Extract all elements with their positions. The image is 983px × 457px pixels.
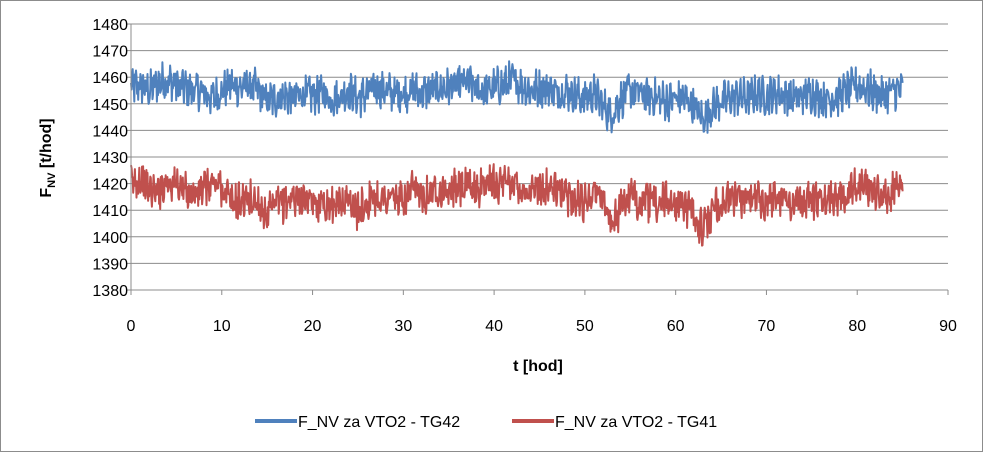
y-tick-label: 1450: [92, 97, 128, 114]
y-tick-label: 1420: [92, 177, 128, 194]
y-tick-label: 1390: [92, 256, 128, 273]
legend-label-2: F_NV za VTO2 - TG41: [555, 414, 717, 431]
legend: F_NV za VTO2 - TG42 F_NV za VTO2 - TG41: [255, 414, 717, 431]
x-tick-label: 90: [939, 318, 957, 335]
y-tick-label: 1440: [92, 123, 128, 140]
y-tick-label: 1400: [92, 230, 128, 247]
y-axis-label-main: F: [38, 188, 55, 198]
y-tick-label: 1380: [92, 283, 128, 300]
series-layer: [130, 60, 904, 247]
axes: 1380 1390 1400 1410 1420 1430 1440 1450 1460 1470…: [92, 17, 957, 335]
x-tick-label: 0: [127, 318, 136, 335]
x-tick-label: 60: [667, 318, 685, 335]
legend-label-1: F_NV za VTO2 - TG42: [298, 414, 460, 431]
x-tick-label: 30: [394, 318, 412, 335]
x-tick-label: 40: [485, 318, 503, 335]
y-axis-label-sub: NV: [46, 172, 58, 188]
x-tick-label: 50: [576, 318, 594, 335]
y-axis-label: FNV [t/hod]: [38, 118, 58, 197]
series-line-2: [130, 163, 904, 247]
y-tick-label: 1410: [92, 203, 128, 220]
x-tick-label: 70: [758, 318, 776, 335]
x-tick-label: 80: [848, 318, 866, 335]
x-tick-label: 20: [304, 318, 322, 335]
y-tick-label: 1460: [92, 70, 128, 87]
series-line-1: [130, 60, 904, 134]
x-axis-label: t [hod]: [513, 358, 563, 375]
y-tick-label: 1430: [92, 150, 128, 167]
x-tick-label: 10: [213, 318, 231, 335]
y-tick-label: 1470: [92, 44, 128, 61]
y-tick-label: 1480: [92, 17, 128, 34]
y-axis-label-rest: [t/hod]: [38, 118, 55, 172]
